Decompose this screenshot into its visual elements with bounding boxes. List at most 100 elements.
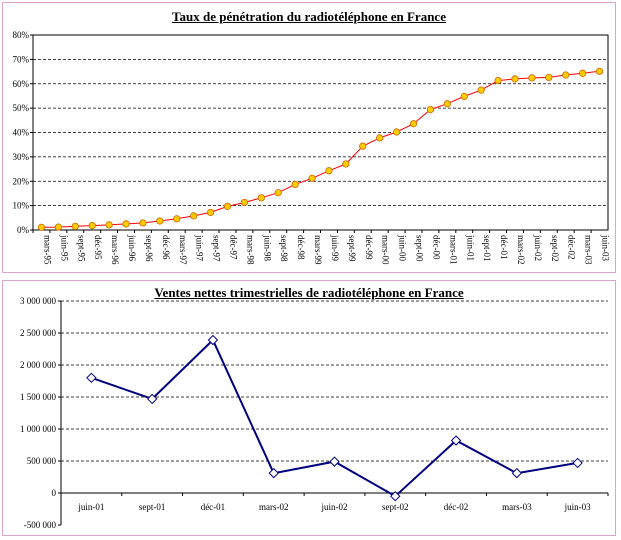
x-tick-label: mars-02 bbox=[259, 502, 289, 512]
data-point bbox=[329, 456, 340, 467]
y-tick-label: 60% bbox=[13, 79, 30, 89]
x-tick-label: sept-01 bbox=[482, 235, 492, 262]
penetration-chart: 0% 10% 20% 30% 40% 50% 60% 70% 80% mars-95 juin-95… bbox=[13, 30, 611, 265]
x-tick-label: juin-99 bbox=[330, 234, 340, 261]
data-point bbox=[88, 222, 96, 230]
sales-chart-panel: Ventes nettes trimestrielles de radiotél… bbox=[2, 280, 616, 536]
y-tick-label: 10% bbox=[13, 201, 30, 211]
x-tick-label: juin-96 bbox=[127, 234, 137, 261]
x-tick-label: juin-95 bbox=[59, 234, 69, 261]
data-point bbox=[207, 334, 219, 346]
x-tick-label: mars-02 bbox=[516, 235, 526, 265]
sales-chart: -500 000 0 500 000 1 000 000 1 500 000 2 000 … bbox=[20, 296, 609, 530]
x-tick-label: sept-01 bbox=[139, 502, 166, 512]
y-tick-label: 500 000 bbox=[27, 456, 57, 466]
data-point bbox=[450, 435, 462, 446]
x-tick-label: mars-96 bbox=[110, 235, 120, 265]
x-tick-label: juin-00 bbox=[398, 234, 408, 261]
y-tick-label: 1 000 000 bbox=[20, 424, 57, 434]
data-point bbox=[409, 120, 418, 128]
data-point bbox=[268, 467, 279, 479]
y-tick-label: 2 500 000 bbox=[20, 328, 57, 338]
x-tick-label: juin-03 bbox=[601, 234, 611, 261]
data-point bbox=[190, 212, 198, 220]
data-point bbox=[206, 208, 215, 217]
data-point bbox=[325, 167, 333, 175]
x-tick-label: sept-97 bbox=[212, 235, 222, 262]
x-tick-label: déc-97 bbox=[228, 235, 238, 260]
x-tick-label: déc-96 bbox=[161, 235, 171, 260]
data-point bbox=[460, 92, 468, 101]
penetration-chart-panel: Taux de pénétration du radiotéléphone en… bbox=[2, 2, 616, 273]
data-point bbox=[342, 160, 350, 168]
x-tick-label: sept-00 bbox=[415, 235, 425, 262]
data-point bbox=[54, 223, 62, 231]
data-point bbox=[477, 86, 485, 94]
y-tick-label: 0 bbox=[52, 488, 57, 498]
data-point bbox=[572, 457, 583, 469]
y-tick-label: 50% bbox=[13, 103, 30, 113]
x-tick-label: juin-01 bbox=[465, 234, 475, 261]
x-tick-label: déc-01 bbox=[499, 235, 509, 259]
data-point bbox=[173, 215, 181, 223]
y-tick-label: 0% bbox=[17, 225, 30, 235]
x-tick-label: sept-99 bbox=[347, 235, 357, 262]
x-tick-label: mars-98 bbox=[245, 235, 255, 265]
x-tick-label: juin-02 bbox=[321, 502, 348, 512]
y-tick-label: 20% bbox=[13, 176, 30, 186]
x-tick-label: sept-96 bbox=[144, 235, 154, 262]
data-point bbox=[562, 71, 570, 79]
x-tick-label: mars-95 bbox=[42, 235, 52, 265]
x-tick-label: juin-97 bbox=[195, 234, 205, 261]
data-point bbox=[443, 100, 451, 108]
y-tick-label: 3 000 000 bbox=[20, 296, 57, 306]
x-tick-label: déc-98 bbox=[296, 235, 306, 260]
data-point bbox=[146, 393, 158, 405]
y-tick-label: 80% bbox=[13, 30, 30, 40]
data-point bbox=[122, 220, 130, 228]
data-point bbox=[240, 198, 248, 207]
data-point bbox=[105, 221, 113, 229]
data-point bbox=[545, 73, 553, 82]
data-point bbox=[86, 372, 97, 384]
data-point bbox=[139, 219, 147, 227]
data-point bbox=[390, 490, 401, 502]
x-tick-label: déc-01 bbox=[201, 502, 226, 512]
series-line bbox=[91, 338, 578, 498]
x-tick-label: sept-02 bbox=[382, 502, 409, 512]
x-tick-label: mars-03 bbox=[502, 502, 532, 512]
y-tick-label: 40% bbox=[13, 128, 30, 138]
x-tick-label: juin-02 bbox=[533, 234, 543, 261]
sales-chart-title: Ventes nettes trimestrielles de radiotél… bbox=[154, 285, 464, 300]
series-line bbox=[41, 70, 600, 228]
data-point bbox=[426, 105, 435, 114]
y-tick-label: 2 000 000 bbox=[20, 360, 57, 370]
y-tick-label: 30% bbox=[13, 152, 30, 162]
x-tick-label: mars-00 bbox=[381, 235, 391, 265]
data-point bbox=[274, 189, 282, 197]
data-point bbox=[71, 222, 79, 230]
penetration-chart-title: Taux de pénétration du radiotéléphone en… bbox=[172, 9, 446, 24]
x-tick-label: sept-02 bbox=[550, 235, 560, 262]
data-point bbox=[37, 223, 46, 231]
x-tick-label: mars-99 bbox=[313, 235, 323, 265]
data-point bbox=[595, 67, 604, 75]
x-tick-label: déc-95 bbox=[93, 235, 103, 260]
x-tick-label: juin-98 bbox=[262, 234, 272, 261]
data-point bbox=[308, 174, 316, 182]
data-point bbox=[359, 142, 367, 150]
data-point bbox=[223, 202, 232, 210]
x-tick-label: mars-01 bbox=[448, 235, 458, 265]
data-point bbox=[156, 217, 164, 225]
data-point bbox=[511, 467, 523, 479]
data-point bbox=[528, 74, 536, 82]
x-tick-label: déc-99 bbox=[364, 235, 374, 260]
data-point bbox=[393, 128, 401, 136]
x-tick-label: mars-97 bbox=[178, 235, 188, 265]
x-tick-label: juin-01 bbox=[77, 502, 104, 512]
x-tick-label: mars-03 bbox=[584, 235, 594, 265]
data-point bbox=[579, 69, 587, 77]
x-tick-label: déc-02 bbox=[567, 235, 577, 260]
y-tick-label: -500 000 bbox=[24, 520, 57, 530]
data-point bbox=[257, 194, 265, 202]
